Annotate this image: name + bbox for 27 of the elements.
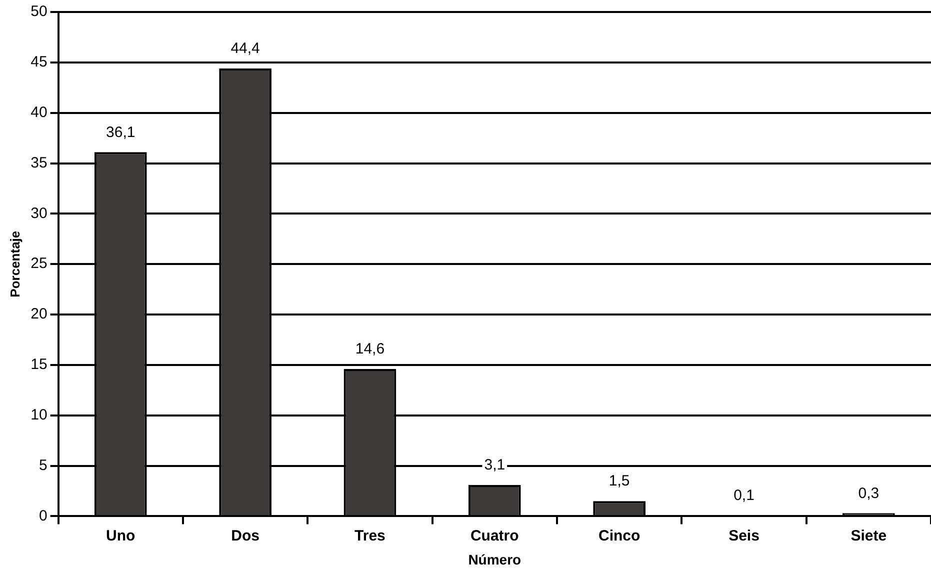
y-tick-label: 10 [30, 406, 48, 424]
data-label: 3,1 [484, 456, 506, 474]
y-tick-label: 25 [30, 255, 48, 272]
y-axis-title: Porcentaje [7, 230, 22, 298]
x-tick-label: Cinco [598, 527, 640, 544]
y-tick-label: 40 [30, 104, 48, 121]
data-label: 0,3 [858, 484, 880, 502]
data-label: 0,1 [734, 486, 754, 504]
data-label: 14,6 [355, 340, 385, 358]
data-label: 1,5 [608, 472, 630, 490]
data-label: 36,1 [106, 124, 136, 141]
y-tick-label: 50 [30, 3, 48, 20]
y-tick-label: 45 [30, 54, 48, 71]
y-tick-label: 30 [30, 204, 48, 222]
data-label: 44,4 [230, 40, 260, 58]
y-tick-label: 35 [30, 154, 48, 172]
x-tick-label: Dos [231, 527, 260, 544]
x-tick-label: Cuatro [470, 527, 519, 544]
x-axis-title: Número [468, 551, 522, 568]
x-tick-label: Tres [354, 527, 386, 544]
x-tick-label: Uno [106, 527, 136, 544]
y-tick-label: 15 [30, 356, 48, 374]
x-tick-label: Siete [850, 527, 887, 544]
y-tick-label: 20 [30, 306, 48, 323]
y-tick-label: 5 [38, 456, 48, 474]
y-tick-label: 0 [38, 507, 48, 524]
x-tick-label: Seis [728, 527, 760, 544]
